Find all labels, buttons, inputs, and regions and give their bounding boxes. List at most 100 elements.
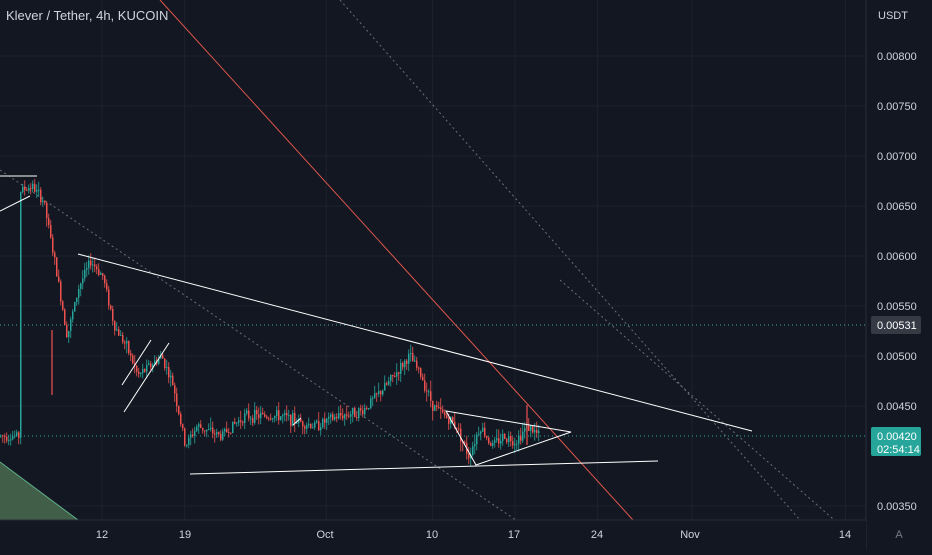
candle-body xyxy=(334,416,336,420)
candle-body xyxy=(386,383,388,385)
candle-body xyxy=(92,264,94,266)
candle-body xyxy=(70,319,72,331)
candle-body xyxy=(414,360,416,362)
candle-body xyxy=(90,260,92,266)
candle-body xyxy=(476,434,478,445)
price-axis[interactable] xyxy=(866,0,932,550)
time-tick-label: Oct xyxy=(316,529,333,541)
candle-body xyxy=(276,410,278,416)
candle-body xyxy=(278,410,280,420)
candle-body xyxy=(284,413,286,416)
candle-body xyxy=(456,427,458,429)
candle-body xyxy=(100,273,102,275)
candle-body xyxy=(524,428,526,432)
price-tick-label: 0.00450 xyxy=(877,401,917,413)
candle-body xyxy=(4,435,6,437)
candle-body xyxy=(182,424,184,429)
candle-body xyxy=(318,421,320,431)
candle-body xyxy=(232,421,234,434)
current-price-badge xyxy=(871,427,921,456)
candle-body xyxy=(262,412,264,415)
candle-body xyxy=(24,186,26,191)
candle-body xyxy=(252,418,254,423)
dotted-diagonal-line xyxy=(559,279,876,555)
candle-body xyxy=(226,429,228,433)
candle-body xyxy=(412,353,414,362)
candle-body xyxy=(162,355,164,359)
triangle-pattern[interactable] xyxy=(445,410,572,466)
candle-body xyxy=(206,429,208,432)
candle-body xyxy=(488,437,490,444)
candle-body xyxy=(350,414,352,417)
time-axis[interactable] xyxy=(0,520,866,550)
candle-body xyxy=(316,421,318,423)
candle-body xyxy=(354,407,356,418)
candle-body xyxy=(382,390,384,395)
candle-body xyxy=(280,416,282,420)
candle-body xyxy=(34,183,36,192)
candle-body xyxy=(140,373,142,375)
candle-body xyxy=(180,413,182,425)
price-tick-label: 0.00700 xyxy=(877,151,917,163)
candle-body xyxy=(212,427,214,434)
candle-body xyxy=(426,390,428,392)
candle-body xyxy=(384,383,386,391)
candle-body xyxy=(416,360,418,368)
candle-body xyxy=(6,436,8,441)
candle-body xyxy=(294,412,296,423)
candle-body xyxy=(434,405,436,411)
candle-body xyxy=(436,405,438,408)
price-tick-label: 0.00600 xyxy=(877,251,917,263)
candle-body xyxy=(420,368,422,377)
candle-body xyxy=(52,237,54,253)
candle-body xyxy=(422,376,424,381)
descending-trendline[interactable] xyxy=(77,253,753,432)
candle-body xyxy=(64,309,66,326)
candle-body xyxy=(2,435,4,437)
candle-body xyxy=(266,416,268,419)
candle-body xyxy=(16,432,18,436)
candle-body xyxy=(200,424,202,428)
support-trendline[interactable] xyxy=(189,460,659,475)
candle-body xyxy=(326,418,328,423)
candle-body xyxy=(398,372,400,374)
candle-body xyxy=(286,413,288,416)
candle-body xyxy=(14,435,16,437)
candle-body xyxy=(516,443,518,445)
candle-body xyxy=(176,393,178,407)
candle-body xyxy=(356,417,358,419)
candle-body xyxy=(374,393,376,398)
candle-body xyxy=(352,407,354,415)
candle-body xyxy=(534,429,536,433)
candle-body xyxy=(158,358,160,364)
candle-body xyxy=(314,422,316,428)
candle-body xyxy=(184,428,186,446)
shaded-zone-edge xyxy=(0,461,79,521)
candle-body xyxy=(110,305,112,309)
candle-body xyxy=(26,190,28,192)
candle-body xyxy=(338,413,340,419)
candle-body xyxy=(8,439,10,441)
auto-scale-button[interactable]: A xyxy=(895,529,903,541)
candle-body xyxy=(440,407,442,410)
candle-body xyxy=(22,186,24,193)
candle-body xyxy=(396,372,398,377)
candle-body xyxy=(228,432,230,434)
candle-body xyxy=(322,418,324,428)
candle-body xyxy=(18,432,20,438)
candle-body xyxy=(118,329,120,336)
level-badge-label: 0.00531 xyxy=(877,320,917,332)
candle-body xyxy=(260,412,262,419)
candle-body xyxy=(38,189,40,191)
candle-body xyxy=(132,355,134,364)
candle-body xyxy=(58,276,60,282)
candle-body xyxy=(122,334,124,343)
candle-body xyxy=(424,380,426,391)
candle-body xyxy=(296,422,298,424)
candle-body xyxy=(508,436,510,443)
candle-body xyxy=(30,187,32,189)
candle-body xyxy=(332,414,334,420)
candle-body xyxy=(370,398,372,409)
